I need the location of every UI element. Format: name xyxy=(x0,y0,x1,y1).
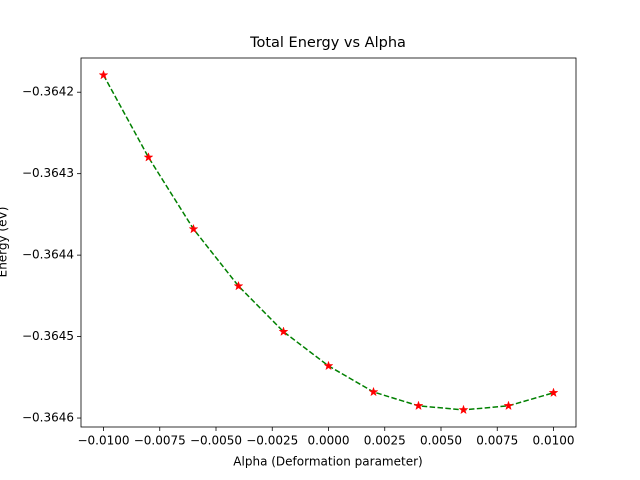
y-tick-label: −0.3644 xyxy=(22,248,74,262)
x-tick-label: −0.0050 xyxy=(190,434,242,448)
y-tick-label: −0.3643 xyxy=(22,166,74,180)
data-point xyxy=(323,360,334,371)
x-tick-label: 0.0100 xyxy=(533,434,575,448)
data-point xyxy=(503,400,514,411)
x-tick-label: 0.0050 xyxy=(420,434,462,448)
x-tick-label: 0.0075 xyxy=(476,434,518,448)
x-tick-label: −0.0025 xyxy=(246,434,298,448)
y-tick-label: −0.3642 xyxy=(22,85,74,99)
data-point xyxy=(278,326,289,336)
x-axis-label: Alpha (Deformation parameter) xyxy=(233,455,422,469)
chart-title: Total Energy vs Alpha xyxy=(249,35,406,51)
data-point xyxy=(233,280,244,291)
plot-frame xyxy=(80,57,577,428)
data-point xyxy=(548,387,559,398)
x-tick-label: −0.0075 xyxy=(134,434,186,448)
x-tick-label: 0.0025 xyxy=(364,434,406,448)
data-point xyxy=(413,400,424,411)
data-point xyxy=(368,386,379,397)
data-point xyxy=(188,223,199,234)
x-tick-label: −0.0100 xyxy=(77,434,129,448)
data-point xyxy=(98,69,109,80)
y-axis-label: Energy (eV) xyxy=(0,207,10,278)
x-tick-label: 0.0000 xyxy=(308,434,350,448)
data-point xyxy=(458,404,469,415)
data-point xyxy=(143,152,154,162)
y-tick-label: −0.3645 xyxy=(22,329,74,343)
y-tick-label: −0.3646 xyxy=(22,411,74,425)
